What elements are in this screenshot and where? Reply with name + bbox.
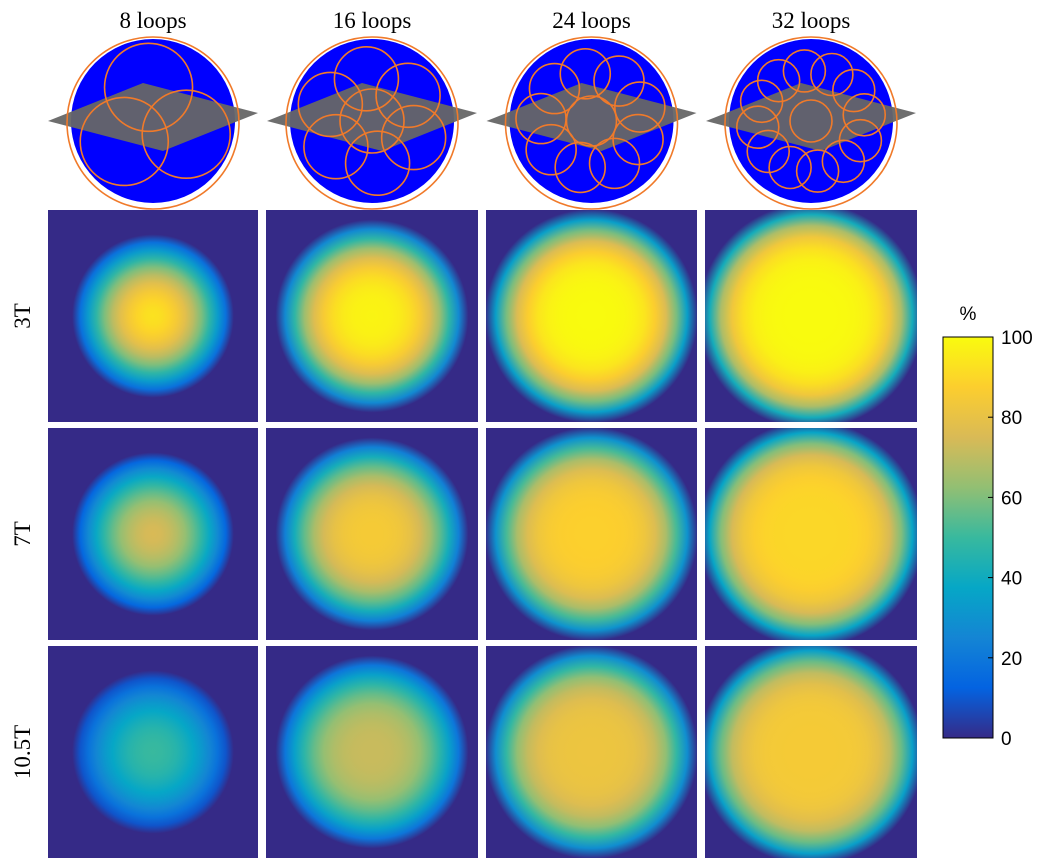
field-map-intensity xyxy=(266,646,478,858)
colorbar-tick-label: 20 xyxy=(1001,649,1022,670)
field-map-intensity xyxy=(266,428,478,640)
field-map-intensity xyxy=(705,428,917,640)
field-map-intensity xyxy=(705,646,917,858)
colorbar-tick-label: 0 xyxy=(1001,729,1012,750)
coil-sphere xyxy=(48,36,258,210)
field-map-intensity xyxy=(48,428,258,640)
column-header: 16 loops xyxy=(333,8,412,33)
colorbar-label: % xyxy=(960,304,977,325)
row-label: 3T xyxy=(10,303,35,329)
colorbar-tick-label: 100 xyxy=(1001,328,1033,349)
field-map-intensity xyxy=(48,646,258,858)
coil-sphere xyxy=(486,36,697,210)
colorbar-tick-label: 40 xyxy=(1001,569,1022,590)
row-label: 10.5T xyxy=(10,725,35,779)
column-header: 8 loops xyxy=(119,8,186,33)
coil-sphere xyxy=(706,36,916,210)
field-map-intensity xyxy=(266,210,478,422)
column-header: 24 loops xyxy=(552,8,631,33)
colorbar-tick-label: 60 xyxy=(1001,488,1022,509)
coil-sphere xyxy=(267,36,477,210)
colorbar xyxy=(942,336,994,739)
colorbar-tick-label: 80 xyxy=(1001,408,1022,429)
field-map-intensity xyxy=(486,428,697,640)
field-map-intensity xyxy=(486,646,697,858)
column-header: 32 loops xyxy=(772,8,851,33)
field-map-intensity xyxy=(486,210,697,422)
row-label: 7T xyxy=(10,521,35,547)
field-map-intensity xyxy=(705,210,917,422)
field-map-intensity xyxy=(48,210,258,422)
